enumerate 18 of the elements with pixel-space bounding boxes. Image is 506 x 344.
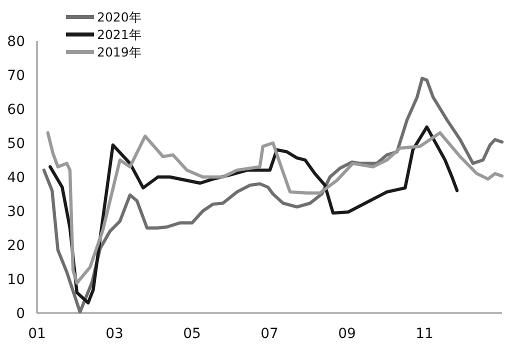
x-tick-label: 11 bbox=[416, 326, 434, 342]
y-tick-label: 30 bbox=[7, 204, 25, 220]
y-tick-label: 20 bbox=[7, 238, 25, 254]
y-tick-label: 10 bbox=[7, 272, 25, 288]
legend-label: 2020年 bbox=[97, 10, 142, 24]
x-tick-label: 05 bbox=[183, 326, 201, 342]
y-tick-label: 70 bbox=[7, 68, 25, 84]
legend-label: 2021年 bbox=[97, 27, 142, 42]
y-tick-label: 60 bbox=[7, 102, 25, 118]
x-tick-label: 07 bbox=[260, 326, 278, 342]
y-tick-label: 0 bbox=[16, 306, 25, 322]
y-tick-label: 50 bbox=[7, 136, 25, 152]
x-tick-label: 09 bbox=[338, 326, 356, 342]
y-tick-label: 80 bbox=[7, 34, 25, 50]
x-tick-label: 01 bbox=[28, 326, 46, 342]
y-tick-label: 40 bbox=[7, 170, 25, 186]
legend-label: 2019年 bbox=[97, 44, 142, 60]
x-tick-label: 03 bbox=[106, 326, 124, 342]
